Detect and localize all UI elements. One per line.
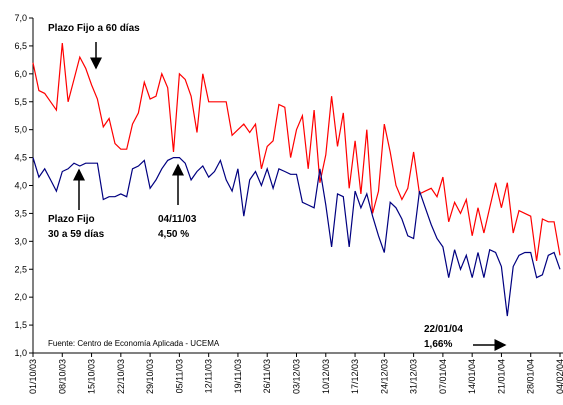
x-tick-label: 10/12/03 — [321, 359, 331, 394]
y-tick-label: 6,5 — [14, 41, 27, 51]
annotation: Fuente: Centro de Economía Aplicada - UC… — [48, 339, 220, 348]
x-tick-label: 15/10/03 — [87, 359, 97, 394]
y-tick-label: 3,0 — [14, 236, 27, 246]
x-tick-label: 04/02/04 — [555, 359, 563, 394]
x-tick-label: 28/01/04 — [526, 359, 536, 394]
x-tick-label: 08/10/03 — [57, 359, 67, 394]
series-line — [32, 157, 561, 317]
x-tick-label: 07/01/04 — [438, 359, 448, 394]
y-tick-label: 5,5 — [14, 97, 27, 107]
x-tick-label: 21/01/04 — [496, 359, 506, 394]
x-tick-label: 03/12/03 — [292, 359, 302, 394]
x-tick-label: 12/11/03 — [204, 359, 214, 393]
y-tick-label: 7,0 — [14, 13, 27, 23]
y-tick-label: 3,5 — [14, 208, 27, 218]
y-tick-label: 4,5 — [14, 153, 27, 163]
annotation: 22/01/04 — [424, 324, 463, 335]
series-line — [32, 43, 561, 261]
y-tick-label: 1,0 — [14, 348, 27, 358]
arrows — [73, 42, 507, 351]
x-tick-label: 29/10/03 — [145, 359, 155, 394]
y-tick-label: 4,0 — [14, 181, 27, 191]
x-tick-label: 19/11/03 — [233, 359, 243, 393]
x-tick-label: 14/01/04 — [467, 359, 477, 394]
x-tick-label: 22/10/03 — [116, 359, 126, 394]
x-tick-label: 17/12/03 — [350, 359, 360, 394]
x-tick-label: 01/10/03 — [28, 359, 38, 394]
annotation: 4,50 % — [158, 229, 189, 240]
y-tick-label: 2,0 — [14, 292, 27, 302]
annotation: 1,66% — [424, 339, 452, 350]
x-tick-label: 26/11/03 — [262, 359, 272, 393]
y-tick-label: 1,5 — [14, 320, 27, 330]
x-tick-label: 24/12/03 — [379, 359, 389, 394]
annotation: Plazo Fijo a 60 días — [48, 23, 140, 34]
annotation: 30 a 59 días — [48, 229, 105, 240]
y-tick-label: 2,5 — [14, 264, 27, 274]
x-tick-label: 31/12/03 — [409, 359, 419, 394]
y-tick-label: 5,0 — [14, 125, 27, 135]
y-tick-label: 6,0 — [14, 69, 27, 79]
annotation: 04/11/03 — [158, 214, 197, 225]
annotation: Plazo Fijo — [48, 214, 95, 225]
x-tick-label: 05/11/03 — [174, 359, 184, 393]
